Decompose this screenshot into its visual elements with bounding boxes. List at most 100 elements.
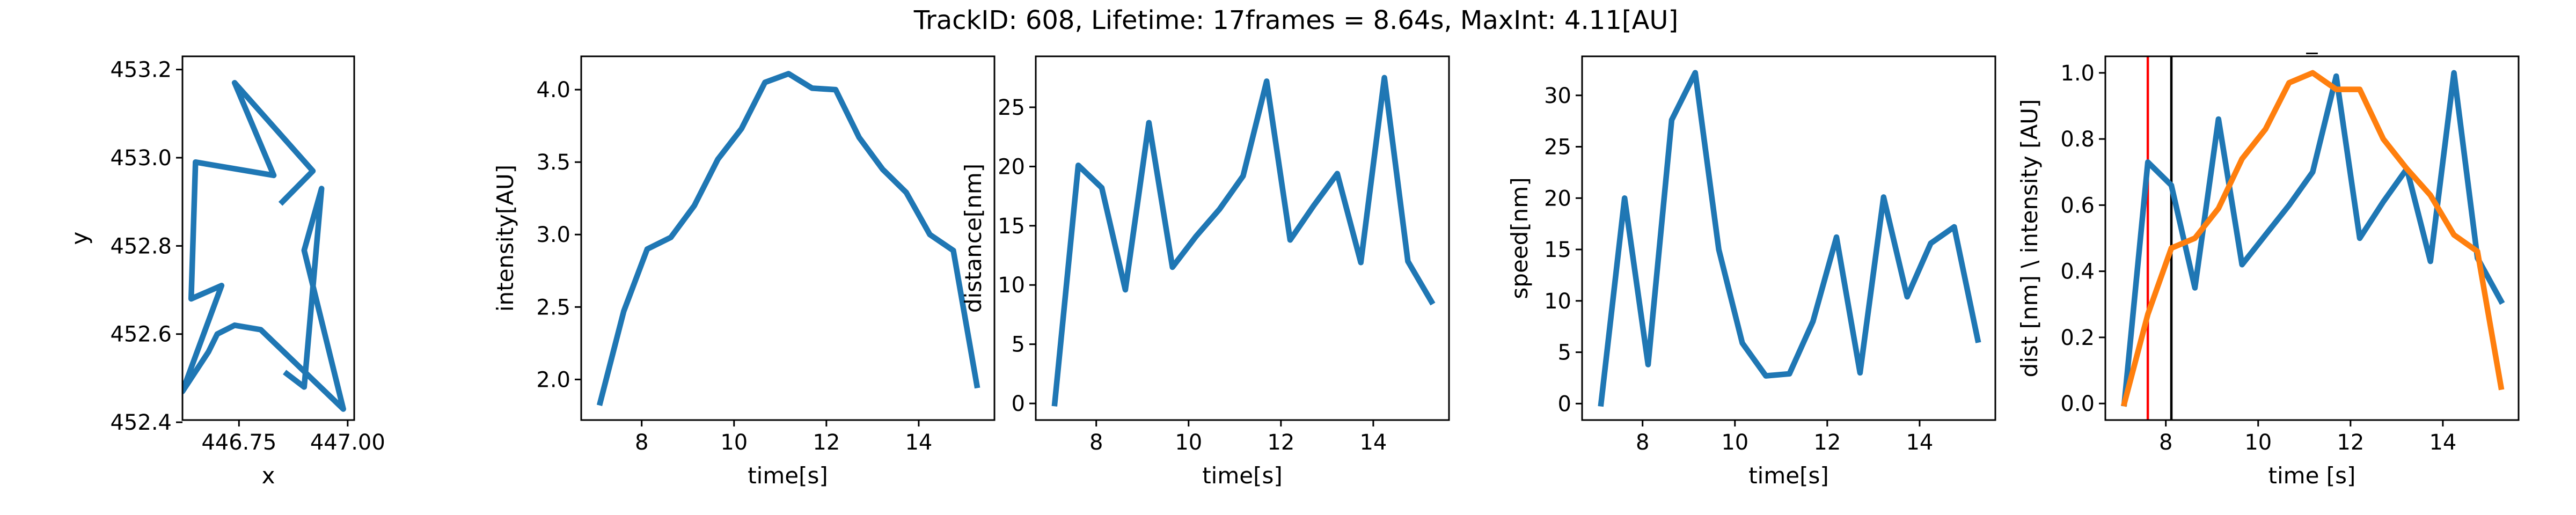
- data-point: [1648, 364, 1649, 365]
- y-tick-label: 0.4: [2060, 260, 2095, 284]
- y-axis-label: dist [nm] \ intensity [AU]: [2016, 99, 2043, 378]
- x-axis-label: time[s]: [1748, 462, 1829, 489]
- axes-frame: [181, 55, 355, 421]
- y-tick-label: 2.0: [536, 367, 570, 392]
- y-tick-label: 0.8: [2060, 127, 2095, 152]
- axes-frame: [1581, 55, 1996, 421]
- data-point: [195, 162, 196, 163]
- x-tick-label: 14: [905, 430, 932, 455]
- data-point: [2171, 185, 2172, 186]
- y-tick-label: 0.0: [2060, 392, 2095, 416]
- y-tick-label: 5: [1558, 341, 1571, 365]
- y-tick-label: 15: [998, 214, 1025, 239]
- series-line-1: [2121, 70, 2505, 407]
- y-axis-label: intensity[AU]: [492, 165, 518, 312]
- y-tick-label: 30: [1544, 84, 1571, 108]
- data-point: [2477, 251, 2478, 252]
- data-point: [788, 73, 789, 74]
- x-tick-label: 8: [1636, 430, 1649, 455]
- data-point: [221, 285, 222, 286]
- data-point: [1384, 77, 1385, 78]
- y-tick-label: 10: [1544, 289, 1571, 314]
- y-tick-label: 15: [1544, 238, 1571, 262]
- y-tick-label: 0: [1012, 392, 1025, 416]
- data-point: [2124, 403, 2125, 404]
- x-tick-label: 12: [1813, 430, 1841, 455]
- y-tick-label: 1.0: [2060, 61, 2095, 86]
- data-point: [260, 329, 261, 330]
- data-point: [1148, 122, 1149, 123]
- y-tick-label: 452.8: [110, 234, 172, 259]
- data-point: [600, 402, 601, 403]
- data-point: [2406, 168, 2407, 169]
- data-point: [1836, 237, 1837, 238]
- data-point: [953, 250, 954, 251]
- x-tick-label: 12: [2337, 430, 2364, 455]
- y-tick-label: 3.5: [536, 150, 570, 175]
- series-line-1: [1598, 70, 1981, 407]
- y-tick-label: 0.6: [2060, 193, 2095, 218]
- data-point: [1172, 267, 1173, 268]
- data-point: [1360, 262, 1361, 263]
- panel-5: 8 10 12 14 0.0 0.2 0.4 0.6 0.8 1.0 time [s] dist [n…: [2016, 28, 2520, 489]
- x-axis-label: time [s]: [2268, 462, 2356, 489]
- x-axis-label: time[s]: [748, 462, 828, 489]
- x-tick-label: 8: [2159, 430, 2172, 455]
- y-tick-label: 0.2: [2060, 326, 2095, 350]
- data-point: [882, 169, 883, 170]
- x-tick-label: 12: [813, 430, 840, 455]
- x-tick-label: 446.75: [201, 430, 276, 455]
- y-tick-label: 5: [1012, 333, 1025, 357]
- data-point: [321, 188, 322, 189]
- x-tick-label: 447.00: [310, 430, 385, 455]
- y-axis-label: y: [67, 232, 93, 245]
- data-point: [1718, 249, 1719, 250]
- figure-title: TrackID: 608, Lifetime: 17frames = 8.64s…: [913, 5, 1679, 35]
- data-point: [670, 237, 671, 238]
- y-tick-label: 2.5: [536, 295, 570, 320]
- data-point: [2218, 119, 2219, 120]
- series-line-1: [1051, 75, 1436, 407]
- data-point: [2194, 238, 2195, 239]
- series-line-2: [2120, 70, 2505, 407]
- x-axis-label: time[s]: [1202, 462, 1283, 489]
- data-point: [2336, 89, 2337, 90]
- panel-4: 8 10 12 14 0 5 10 15 20 25 30 time[s] speed[nm]: [1506, 55, 1996, 489]
- axes-frame: [580, 55, 996, 421]
- y-tick-label: 453.0: [110, 146, 172, 171]
- x-tick-label: 8: [1089, 430, 1103, 455]
- y-tick-label: 0: [1558, 392, 1571, 416]
- y-tick-label: 25: [998, 95, 1025, 120]
- y-axis-label: speed[nm]: [1506, 177, 1533, 299]
- x-tick-label: 8: [635, 430, 648, 455]
- data-point: [1313, 205, 1314, 206]
- panel-3: 8 10 12 14 0 5 10 15 20 25 time[s] distance[nm]: [960, 55, 1450, 489]
- axes-frame: [1035, 55, 1450, 421]
- y-tick-label: 25: [1544, 135, 1571, 160]
- x-tick-label: 14: [2429, 430, 2456, 455]
- data-point: [2430, 261, 2431, 262]
- y-tick-label: 20: [998, 154, 1025, 179]
- y-tick-label: 452.6: [110, 322, 172, 347]
- y-tick-label: 20: [1544, 186, 1571, 211]
- y-tick-label: 452.4: [110, 410, 172, 435]
- data-point: [208, 351, 209, 352]
- panel-1: 446.75 447.00 452.4 452.6 452.8 453.0 453.2 x y: [67, 55, 385, 489]
- axes-title: _: [2306, 28, 2318, 54]
- y-tick-label: 453.2: [110, 58, 172, 83]
- y-tick-label: 3.0: [536, 223, 570, 247]
- x-tick-label: 10: [2244, 430, 2272, 455]
- series-line-1: [182, 80, 346, 412]
- data-point: [1431, 301, 1432, 302]
- data-point: [1954, 226, 1955, 227]
- series-line-1: [596, 71, 980, 406]
- data-point: [1930, 243, 1931, 244]
- x-tick-label: 12: [1267, 430, 1294, 455]
- axes-frame: [2104, 55, 2520, 421]
- data-point: [2218, 208, 2219, 209]
- x-tick-label: 10: [1721, 430, 1748, 455]
- data-point: [1078, 165, 1079, 166]
- data-point: [2265, 234, 2266, 235]
- y-tick-label: 4.0: [536, 78, 570, 102]
- x-axis-label: x: [262, 462, 275, 489]
